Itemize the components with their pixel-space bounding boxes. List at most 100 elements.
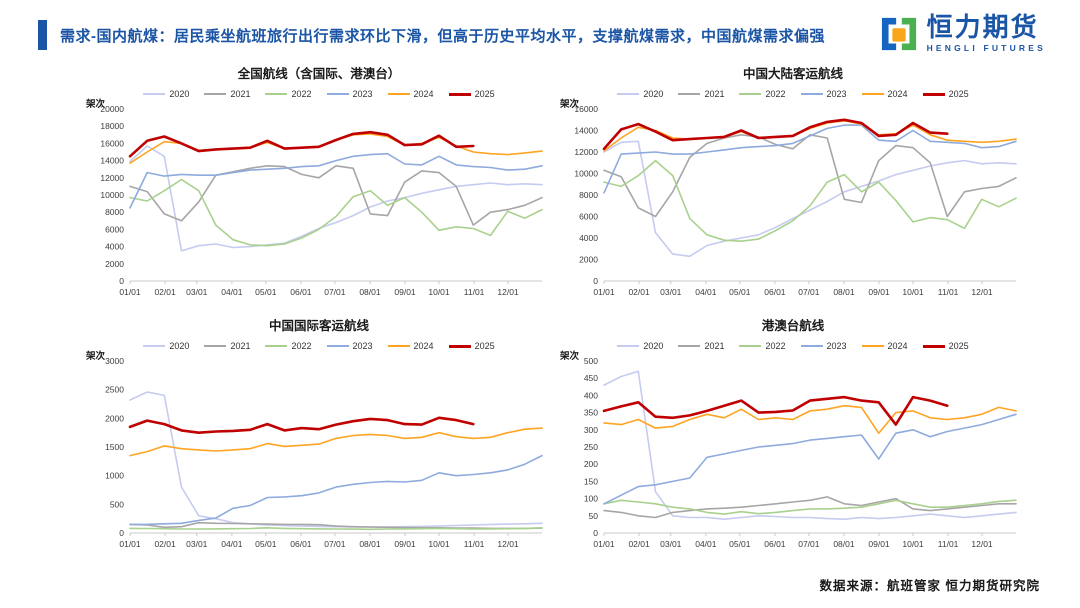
legend-swatch-2023 — [800, 93, 823, 95]
legend-swatch-2023 — [326, 345, 349, 347]
y-tick-10000: 10000 — [100, 190, 124, 200]
y-tick-150: 150 — [584, 476, 598, 486]
series-line-2022 — [603, 159, 1017, 242]
legend-swatch-2021 — [204, 345, 227, 347]
legend-item-2021: 2021 — [678, 341, 724, 351]
y-axis-label-national: 架次 — [86, 99, 106, 110]
legend-label-2025: 2025 — [948, 341, 969, 351]
y-tick-12000: 12000 — [574, 147, 598, 157]
legend-item-2020: 2020 — [617, 89, 663, 99]
series-line-2023 — [129, 454, 543, 526]
legend-item-2020: 2020 — [143, 89, 189, 99]
legend-swatch-2024 — [861, 93, 884, 95]
x-tick-10/01: 10/01 — [428, 287, 450, 297]
series-line-2022 — [129, 527, 543, 531]
x-tick-03/01: 03/01 — [186, 539, 208, 549]
legend-label-2020: 2020 — [643, 341, 664, 351]
series-line-2023 — [603, 124, 1017, 194]
x-tick-02/01: 02/01 — [628, 539, 650, 549]
legend-label-2022: 2022 — [291, 341, 312, 351]
x-tick-01/01: 01/01 — [119, 539, 141, 549]
chart-hmt: 港澳台航线 2020 2021 2022 2023 2024 2025 架次 0 50 100 150… — [556, 310, 1030, 558]
legend-item-2024: 2024 — [861, 89, 908, 99]
x-tick-06/01: 06/01 — [764, 287, 786, 297]
series-line-2025 — [128, 130, 475, 158]
legend-swatch-2021 — [678, 93, 701, 95]
series-line-2020 — [603, 140, 1017, 258]
legend-label-2020: 2020 — [643, 89, 664, 99]
y-tick-0: 0 — [593, 528, 598, 538]
legend-item-2025: 2025 — [448, 341, 495, 351]
x-tick-07/01: 07/01 — [798, 287, 820, 297]
chart-title-mainland: 中国大陆客运航线 — [742, 67, 843, 81]
legend-item-2023: 2023 — [326, 89, 373, 99]
legend-label-2023: 2023 — [826, 341, 847, 351]
series-line-2020 — [129, 391, 543, 528]
x-tick-01/01: 01/01 — [119, 287, 141, 297]
y-tick-50: 50 — [589, 511, 599, 521]
y-axis-label-international: 架次 — [86, 351, 106, 362]
legend-swatch-2025 — [922, 344, 945, 348]
y-tick-2500: 2500 — [105, 385, 124, 395]
legend-item-2025: 2025 — [922, 341, 969, 351]
legend-label-2021: 2021 — [230, 89, 251, 99]
y-tick-6000: 6000 — [105, 224, 124, 234]
legend-swatch-2022 — [739, 93, 762, 95]
series-line-2025 — [602, 118, 949, 151]
x-tick-03/01: 03/01 — [660, 539, 682, 549]
x-tick-10/01: 10/01 — [902, 539, 924, 549]
y-tick-350: 350 — [584, 408, 598, 418]
legend-item-2024: 2024 — [387, 341, 434, 351]
x-tick-08/01: 08/01 — [833, 287, 855, 297]
y-tick-1500: 1500 — [105, 442, 124, 452]
x-tick-03/01: 03/01 — [186, 287, 208, 297]
legend-item-2024: 2024 — [387, 89, 434, 99]
legend-mainland: 2020 2021 2022 2023 2024 2025 — [556, 89, 1030, 99]
legend-swatch-2020 — [617, 93, 640, 95]
series-line-2025 — [128, 416, 475, 434]
chart-national: 全国航线（含国际、港澳台） 2020 2021 2022 2023 2024 2025 架次 0… — [82, 58, 556, 306]
series-line-2023 — [129, 152, 543, 209]
x-tick-06/01: 06/01 — [764, 539, 786, 549]
y-tick-8000: 8000 — [579, 190, 598, 200]
accent-bar — [38, 20, 47, 50]
y-tick-16000: 16000 — [574, 104, 598, 114]
legend-swatch-2020 — [617, 345, 640, 347]
plot-mainland: 0 2000 4000 6000 8000 10000 12000 14000 16000 01/… — [574, 104, 1017, 297]
y-tick-500: 500 — [110, 499, 124, 509]
legend-item-2024: 2024 — [861, 341, 908, 351]
y-tick-500: 500 — [584, 356, 598, 366]
x-tick-04/01: 04/01 — [695, 287, 717, 297]
legend-item-2020: 2020 — [143, 341, 189, 351]
series-line-2021 — [129, 521, 543, 530]
x-tick-10/01: 10/01 — [428, 539, 450, 549]
x-tick-05/01: 05/01 — [729, 539, 751, 549]
legend-swatch-2022 — [739, 345, 762, 347]
y-tick-300: 300 — [584, 425, 598, 435]
x-tick-08/01: 08/01 — [359, 539, 381, 549]
legend-swatch-2024 — [387, 93, 410, 95]
x-tick-12/01: 12/01 — [497, 287, 519, 297]
legend-label-2025: 2025 — [474, 89, 495, 99]
legend-label-2022: 2022 — [765, 89, 786, 99]
x-tick-11/01: 11/01 — [938, 287, 959, 297]
x-tick-09/01: 09/01 — [394, 539, 416, 549]
x-tick-02/01: 02/01 — [154, 539, 176, 549]
legend-item-2023: 2023 — [800, 89, 847, 99]
legend-label-2021: 2021 — [704, 341, 725, 351]
legend-label-2022: 2022 — [291, 89, 312, 99]
legend-item-2025: 2025 — [448, 89, 495, 99]
y-tick-0: 0 — [119, 528, 124, 538]
legend-item-2020: 2020 — [617, 341, 663, 351]
x-tick-07/01: 07/01 — [798, 539, 820, 549]
y-tick-4000: 4000 — [579, 233, 598, 243]
chart-title-hmt: 港澳台航线 — [761, 319, 825, 333]
legend-swatch-2021 — [678, 345, 701, 347]
y-tick-250: 250 — [584, 442, 598, 452]
y-axis-label-hmt: 架次 — [560, 351, 580, 362]
plot-international: 0 500 1000 1500 2000 2500 3000 01/01 02/01 03/01 0… — [105, 356, 543, 549]
legend-international: 2020 2021 2022 2023 2024 2025 — [82, 341, 556, 351]
series-line-2020 — [129, 145, 543, 252]
legend-item-2022: 2022 — [265, 341, 312, 351]
series-line-2020 — [603, 370, 1017, 520]
